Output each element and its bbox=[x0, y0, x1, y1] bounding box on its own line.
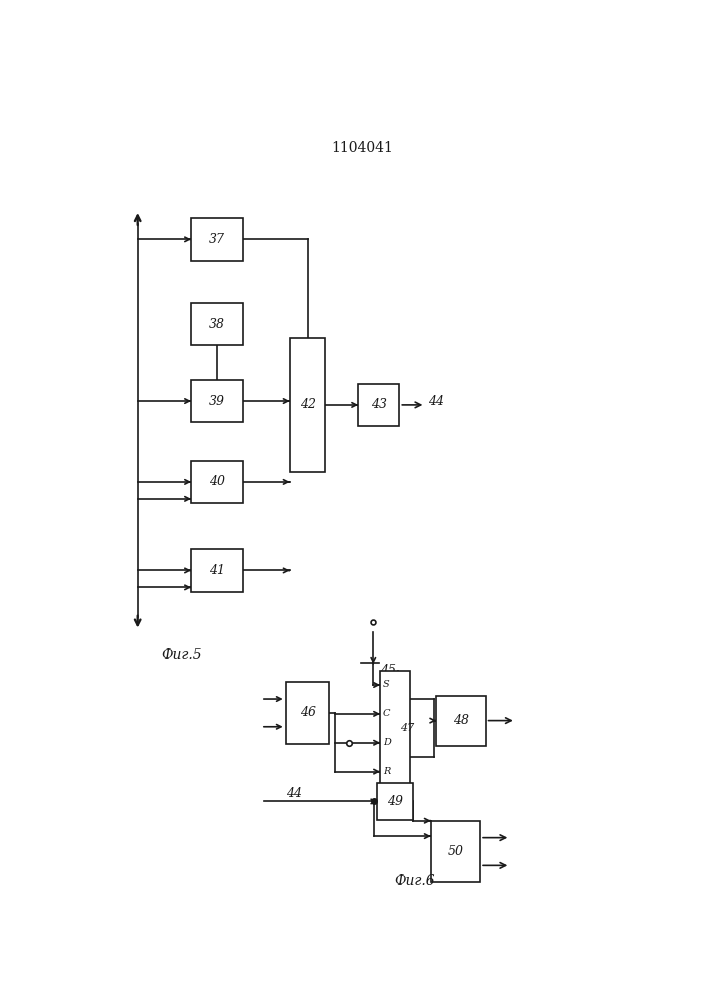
Text: S: S bbox=[383, 680, 390, 689]
Text: 49: 49 bbox=[387, 795, 403, 808]
Text: 41: 41 bbox=[209, 564, 225, 577]
FancyBboxPatch shape bbox=[191, 380, 243, 422]
Text: Фиг.6: Фиг.6 bbox=[394, 874, 435, 888]
Text: 40: 40 bbox=[209, 475, 225, 488]
Text: 1104041: 1104041 bbox=[332, 141, 393, 155]
FancyBboxPatch shape bbox=[436, 696, 486, 746]
Text: Фиг.5: Фиг.5 bbox=[161, 648, 201, 662]
Text: 46: 46 bbox=[300, 706, 315, 719]
Text: 48: 48 bbox=[453, 714, 469, 727]
Text: 44: 44 bbox=[286, 787, 302, 800]
FancyBboxPatch shape bbox=[431, 821, 480, 882]
Text: 44: 44 bbox=[428, 395, 444, 408]
Text: 39: 39 bbox=[209, 395, 225, 408]
FancyBboxPatch shape bbox=[286, 682, 329, 744]
Text: 47: 47 bbox=[400, 723, 414, 733]
FancyBboxPatch shape bbox=[378, 783, 413, 820]
FancyBboxPatch shape bbox=[191, 218, 243, 261]
Text: 50: 50 bbox=[448, 845, 464, 858]
FancyBboxPatch shape bbox=[191, 303, 243, 345]
Text: R: R bbox=[383, 767, 390, 776]
FancyBboxPatch shape bbox=[290, 338, 325, 472]
Text: D: D bbox=[383, 738, 391, 747]
Text: C: C bbox=[383, 709, 390, 718]
FancyBboxPatch shape bbox=[380, 671, 410, 786]
Text: 43: 43 bbox=[370, 398, 387, 411]
FancyBboxPatch shape bbox=[358, 384, 399, 426]
FancyBboxPatch shape bbox=[191, 461, 243, 503]
Text: 38: 38 bbox=[209, 318, 225, 331]
Text: 42: 42 bbox=[300, 398, 315, 411]
Text: 45: 45 bbox=[380, 664, 397, 677]
FancyBboxPatch shape bbox=[191, 549, 243, 592]
Text: 37: 37 bbox=[209, 233, 225, 246]
